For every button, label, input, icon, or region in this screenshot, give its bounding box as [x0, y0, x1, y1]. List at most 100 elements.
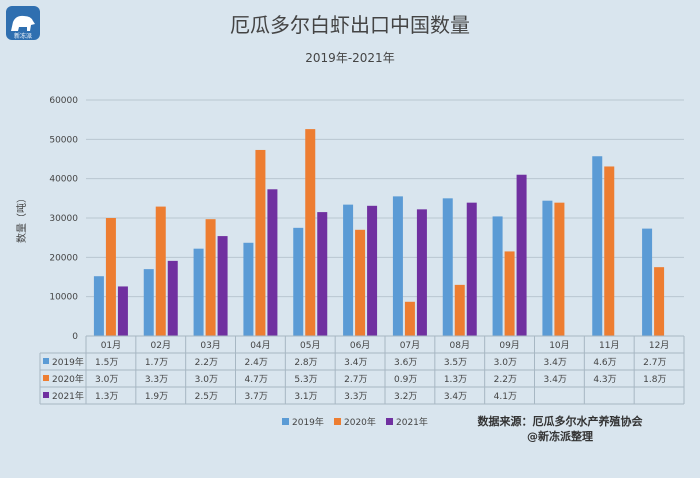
- bar-2020年-05月: [305, 129, 316, 336]
- data-label: 2.4万: [245, 358, 268, 368]
- y-tick-label: 50000: [49, 135, 78, 145]
- y-tick-label: 0: [72, 332, 78, 342]
- bar-2020年-09月: [504, 251, 515, 336]
- data-label: 4.7万: [245, 375, 268, 385]
- data-label: 2.7万: [344, 375, 367, 385]
- source-line-1: 数据来源：厄瓜多尔水产养殖协会: [478, 414, 644, 428]
- bars: [93, 129, 665, 336]
- bar-2021年-03月: [217, 236, 228, 336]
- x-tick-label: 05月: [300, 340, 320, 351]
- table-series-swatch: [43, 375, 49, 381]
- legend-swatch-2020年: [334, 418, 341, 425]
- data-label: 5.3万: [294, 375, 317, 385]
- bar-2019年-03月: [193, 248, 204, 336]
- x-tick-label: 02月: [151, 340, 171, 351]
- bar-2021年-07月: [416, 209, 427, 336]
- x-tick-label: 12月: [649, 340, 669, 351]
- data-label: 3.3万: [344, 392, 367, 402]
- data-label: 3.7万: [245, 392, 268, 402]
- bar-2019年-11月: [592, 156, 603, 336]
- table-series-swatch: [43, 392, 49, 398]
- data-label: 1.9万: [145, 392, 168, 402]
- legend-label: 2019年: [292, 416, 324, 428]
- source-line-2: @新冻派整理: [527, 429, 593, 443]
- data-label: 3.0万: [95, 375, 118, 385]
- x-tick-label: 03月: [200, 340, 220, 351]
- data-label: 4.3万: [593, 375, 616, 385]
- data-label: 0.9万: [394, 375, 417, 385]
- bar-2021年-09月: [516, 174, 527, 336]
- legend-swatch-2021年: [386, 418, 393, 425]
- legend-label: 2021年: [396, 416, 428, 428]
- y-tick-label: 20000: [49, 253, 78, 263]
- data-label: 2.2万: [195, 358, 218, 368]
- bar-2020年-02月: [155, 206, 166, 336]
- data-label: 3.0万: [494, 358, 517, 368]
- y-tick-label: 10000: [49, 293, 78, 303]
- data-label: 2.5万: [195, 392, 218, 402]
- bar-2020年-08月: [454, 284, 465, 336]
- logo-text: 新冻派: [14, 32, 32, 40]
- chart-title: 厄瓜多尔白虾出口中国数量: [230, 13, 470, 37]
- x-tick-label: 06月: [350, 340, 370, 351]
- y-tick-label: 60000: [49, 96, 78, 106]
- bar-2021年-05月: [317, 212, 328, 336]
- table-series-name: 2020年: [52, 373, 84, 385]
- bar-2019年-04月: [243, 242, 254, 336]
- x-tick-label: 04月: [250, 340, 270, 351]
- bar-2020年-04月: [255, 149, 266, 336]
- data-label: 3.6万: [394, 358, 417, 368]
- bar-2020年-11月: [604, 166, 615, 336]
- x-tick-label: 08月: [450, 340, 470, 351]
- bar-2021年-02月: [167, 260, 178, 336]
- legend-label: 2020年: [344, 416, 376, 428]
- data-label: 2.8万: [294, 358, 317, 368]
- x-tick-label: 01月: [101, 340, 121, 351]
- chart-subtitle: 2019年-2021年: [305, 51, 394, 65]
- table-series-name: 2021年: [52, 390, 84, 402]
- bar-2019年-08月: [442, 198, 453, 336]
- bar-2020年-12月: [654, 267, 665, 336]
- bar-2020年-03月: [205, 219, 216, 336]
- bar-2019年-07月: [392, 196, 403, 336]
- bar-2021年-06月: [367, 205, 378, 336]
- bar-2021年-08月: [466, 202, 477, 336]
- data-label: 1.7万: [145, 358, 168, 368]
- data-label: 2.7万: [643, 358, 666, 368]
- table-series-name: 2019年: [52, 356, 84, 368]
- bar-2020年-06月: [355, 229, 366, 336]
- logo: 新冻派: [6, 6, 40, 40]
- y-tick-labels: 0 10000 20000 30000 40000 50000 60000: [49, 96, 78, 342]
- bar-2019年-05月: [293, 227, 304, 336]
- bar-2021年-04月: [267, 189, 278, 336]
- bar-2020年-10月: [554, 202, 565, 336]
- data-label: 3.5万: [444, 358, 467, 368]
- data-label: 3.4万: [544, 375, 567, 385]
- data-label: 3.4万: [544, 358, 567, 368]
- x-tick-label: 09月: [499, 340, 519, 351]
- data-label: 1.5万: [95, 358, 118, 368]
- data-label: 1.3万: [95, 392, 118, 402]
- data-label: 3.4万: [444, 392, 467, 402]
- data-label: 1.8万: [643, 375, 666, 385]
- data-label: 3.4万: [344, 358, 367, 368]
- bar-2020年-07月: [404, 301, 415, 336]
- bar-2019年-10月: [542, 200, 553, 336]
- bar-2019年-02月: [143, 269, 154, 336]
- x-tick-label: 10月: [549, 340, 569, 351]
- data-label: 3.0万: [195, 375, 218, 385]
- bar-2019年-06月: [343, 204, 354, 336]
- data-label: 4.6万: [593, 358, 616, 368]
- bar-2020年-01月: [105, 218, 116, 336]
- y-axis-label: 数量（吨）: [15, 193, 28, 243]
- x-tick-label: 11月: [599, 340, 619, 351]
- data-label: 1.3万: [444, 375, 467, 385]
- bar-2019年-09月: [492, 216, 503, 336]
- table-series-swatch: [43, 358, 49, 364]
- data-label: 3.2万: [394, 392, 417, 402]
- y-tick-label: 40000: [49, 175, 78, 185]
- data-label: 3.1万: [294, 392, 317, 402]
- bar-2021年-01月: [117, 286, 128, 336]
